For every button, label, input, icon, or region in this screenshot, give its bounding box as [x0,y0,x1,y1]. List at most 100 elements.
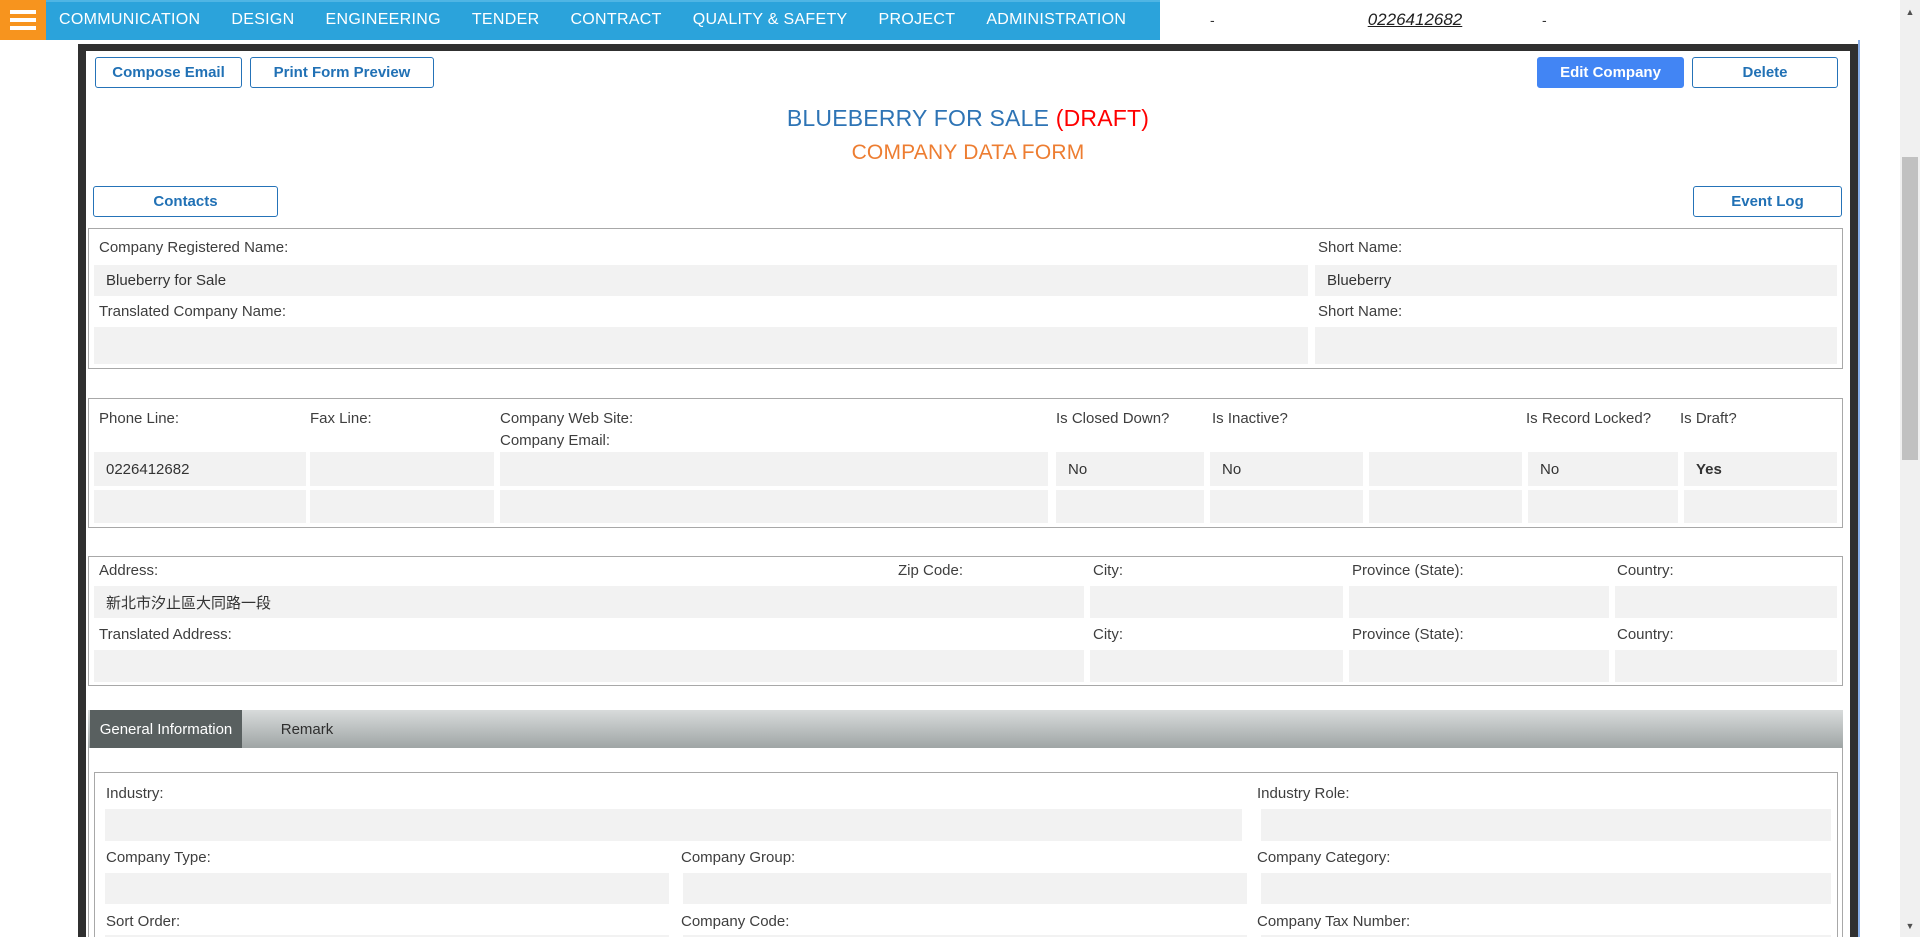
is-record-locked-label: Is Record Locked? [1526,410,1652,427]
is-record-locked-field[interactable]: No [1528,452,1678,486]
company-email-label: Company Email: [500,432,611,449]
flag-field-2d[interactable] [1528,490,1678,523]
nav-item-communication[interactable]: COMMUNICATION [59,11,201,28]
focus-edge-line [1858,40,1860,937]
sort-order-field[interactable] [105,935,669,937]
short-name-field[interactable]: Blueberry [1315,265,1837,296]
company-web-site-label: Company Web Site: [500,410,634,427]
edit-company-button[interactable]: Edit Company [1537,57,1684,88]
content-frame-border-right [1850,44,1858,937]
translated-address-field[interactable] [94,650,1084,682]
hamburger-icon [10,10,36,14]
scrollbar-track[interactable] [1900,0,1920,937]
compose-email-button[interactable]: Compose Email [95,57,242,88]
fax-line-field[interactable] [310,452,494,486]
draft-status-text: (DRAFT) [1055,105,1150,131]
short-name-label: Short Name: [1318,239,1403,256]
content-frame-border-left [78,44,86,937]
province-label: Province (State): [1352,562,1464,579]
industry-field[interactable] [105,809,1242,841]
is-inactive-label: Is Inactive? [1212,410,1288,427]
flag-field-2c[interactable] [1369,490,1522,523]
is-closed-down-field[interactable]: No [1056,452,1204,486]
fax-line-field-2[interactable] [310,490,494,523]
company-group-label: Company Group: [681,849,796,866]
scrollbar-up-icon[interactable]: ▲ [1905,7,1915,17]
company-code-field[interactable] [683,935,1247,937]
contacts-button[interactable]: Contacts [93,186,278,217]
tab-remark[interactable]: Remark [280,720,334,738]
country2-field[interactable] [1615,650,1837,682]
nav-item-tender[interactable]: TENDER [471,11,540,28]
country-label: Country: [1617,562,1674,579]
city-label: City: [1093,562,1123,579]
nav-bar [0,0,1160,40]
province2-field[interactable] [1349,650,1609,682]
scrollbar-down-icon[interactable]: ▼ [1905,921,1915,931]
nav-item-quality-safety[interactable]: QUALITY & SAFETY [692,11,848,28]
industry-label: Industry: [106,785,164,802]
company-email-field[interactable] [500,490,1048,523]
flag-field-2b[interactable] [1210,490,1363,523]
extra-flag-field[interactable] [1369,452,1522,486]
nav-items: COMMUNICATION DESIGN ENGINEERING TENDER CONT… [59,0,1126,40]
company-category-field[interactable] [1261,873,1831,904]
city2-field[interactable] [1090,650,1343,682]
hamburger-menu-button[interactable] [0,0,46,40]
company-group-field[interactable] [683,873,1247,904]
is-draft-label: Is Draft? [1680,410,1737,427]
account-number-link[interactable]: 0226412682 [1367,10,1463,29]
tab-bar [88,710,1843,748]
registered-name-label: Company Registered Name: [99,239,289,256]
phone-line-field[interactable]: 0226412682 [94,452,306,486]
address-field[interactable]: 新北市汐止區大同路一段 [94,586,1084,618]
country2-label: Country: [1617,626,1674,643]
sort-order-label: Sort Order: [106,913,181,930]
nav-item-engineering[interactable]: ENGINEERING [325,11,441,28]
is-inactive-field[interactable]: No [1210,452,1363,486]
address-label: Address: [99,562,159,579]
nav-item-design[interactable]: DESIGN [231,11,295,28]
top-bar: COMMUNICATION DESIGN ENGINEERING TENDER CONT… [0,0,1920,40]
top-dash-right: - [1542,12,1547,28]
scrollbar-thumb[interactable] [1902,157,1918,460]
company-type-label: Company Type: [106,849,211,866]
print-form-preview-button[interactable]: Print Form Preview [250,57,434,88]
nav-item-administration[interactable]: ADMINISTRATION [986,11,1127,28]
translated-address-label: Translated Address: [99,626,232,643]
translated-name-label: Translated Company Name: [99,303,287,320]
company-web-site-field[interactable] [500,452,1048,486]
translated-name-field[interactable] [94,327,1308,364]
company-type-field[interactable] [105,873,669,904]
flag-field-2e[interactable] [1684,490,1837,523]
city-field[interactable] [1090,586,1343,618]
company-tax-number-label: Company Tax Number: [1257,913,1411,930]
event-log-button[interactable]: Event Log [1693,186,1842,217]
company-category-label: Company Category: [1257,849,1391,866]
company-tax-number-field[interactable] [1261,935,1831,937]
industry-role-label: Industry Role: [1257,785,1350,802]
translated-short-name-field[interactable] [1315,327,1837,364]
top-dash-left: - [1210,12,1215,28]
content-frame-border-top [78,44,1858,51]
country-field[interactable] [1615,586,1837,618]
flag-field-2a[interactable] [1056,490,1204,523]
is-draft-field[interactable]: Yes [1684,452,1837,486]
hamburger-icon [10,26,36,30]
city2-label: City: [1093,626,1123,643]
tab-general-information[interactable]: General Information [90,710,242,748]
province2-label: Province (State): [1352,626,1464,643]
delete-button[interactable]: Delete [1692,57,1838,88]
industry-role-field[interactable] [1261,809,1831,841]
general-information-section [94,772,1838,937]
phone-line-field-2[interactable] [94,490,306,523]
page-subtitle: COMPANY DATA FORM [851,141,1085,164]
hamburger-icon [10,18,36,22]
registered-name-field[interactable]: Blueberry for Sale [94,265,1308,296]
nav-item-contract[interactable]: CONTRACT [570,11,662,28]
province-field[interactable] [1349,586,1609,618]
nav-item-project[interactable]: PROJECT [878,11,956,28]
company-title-text: BLUEBERRY FOR SALE [786,105,1050,131]
page-title: BLUEBERRY FOR SALE (DRAFT) [86,105,1850,132]
company-code-label: Company Code: [681,913,790,930]
